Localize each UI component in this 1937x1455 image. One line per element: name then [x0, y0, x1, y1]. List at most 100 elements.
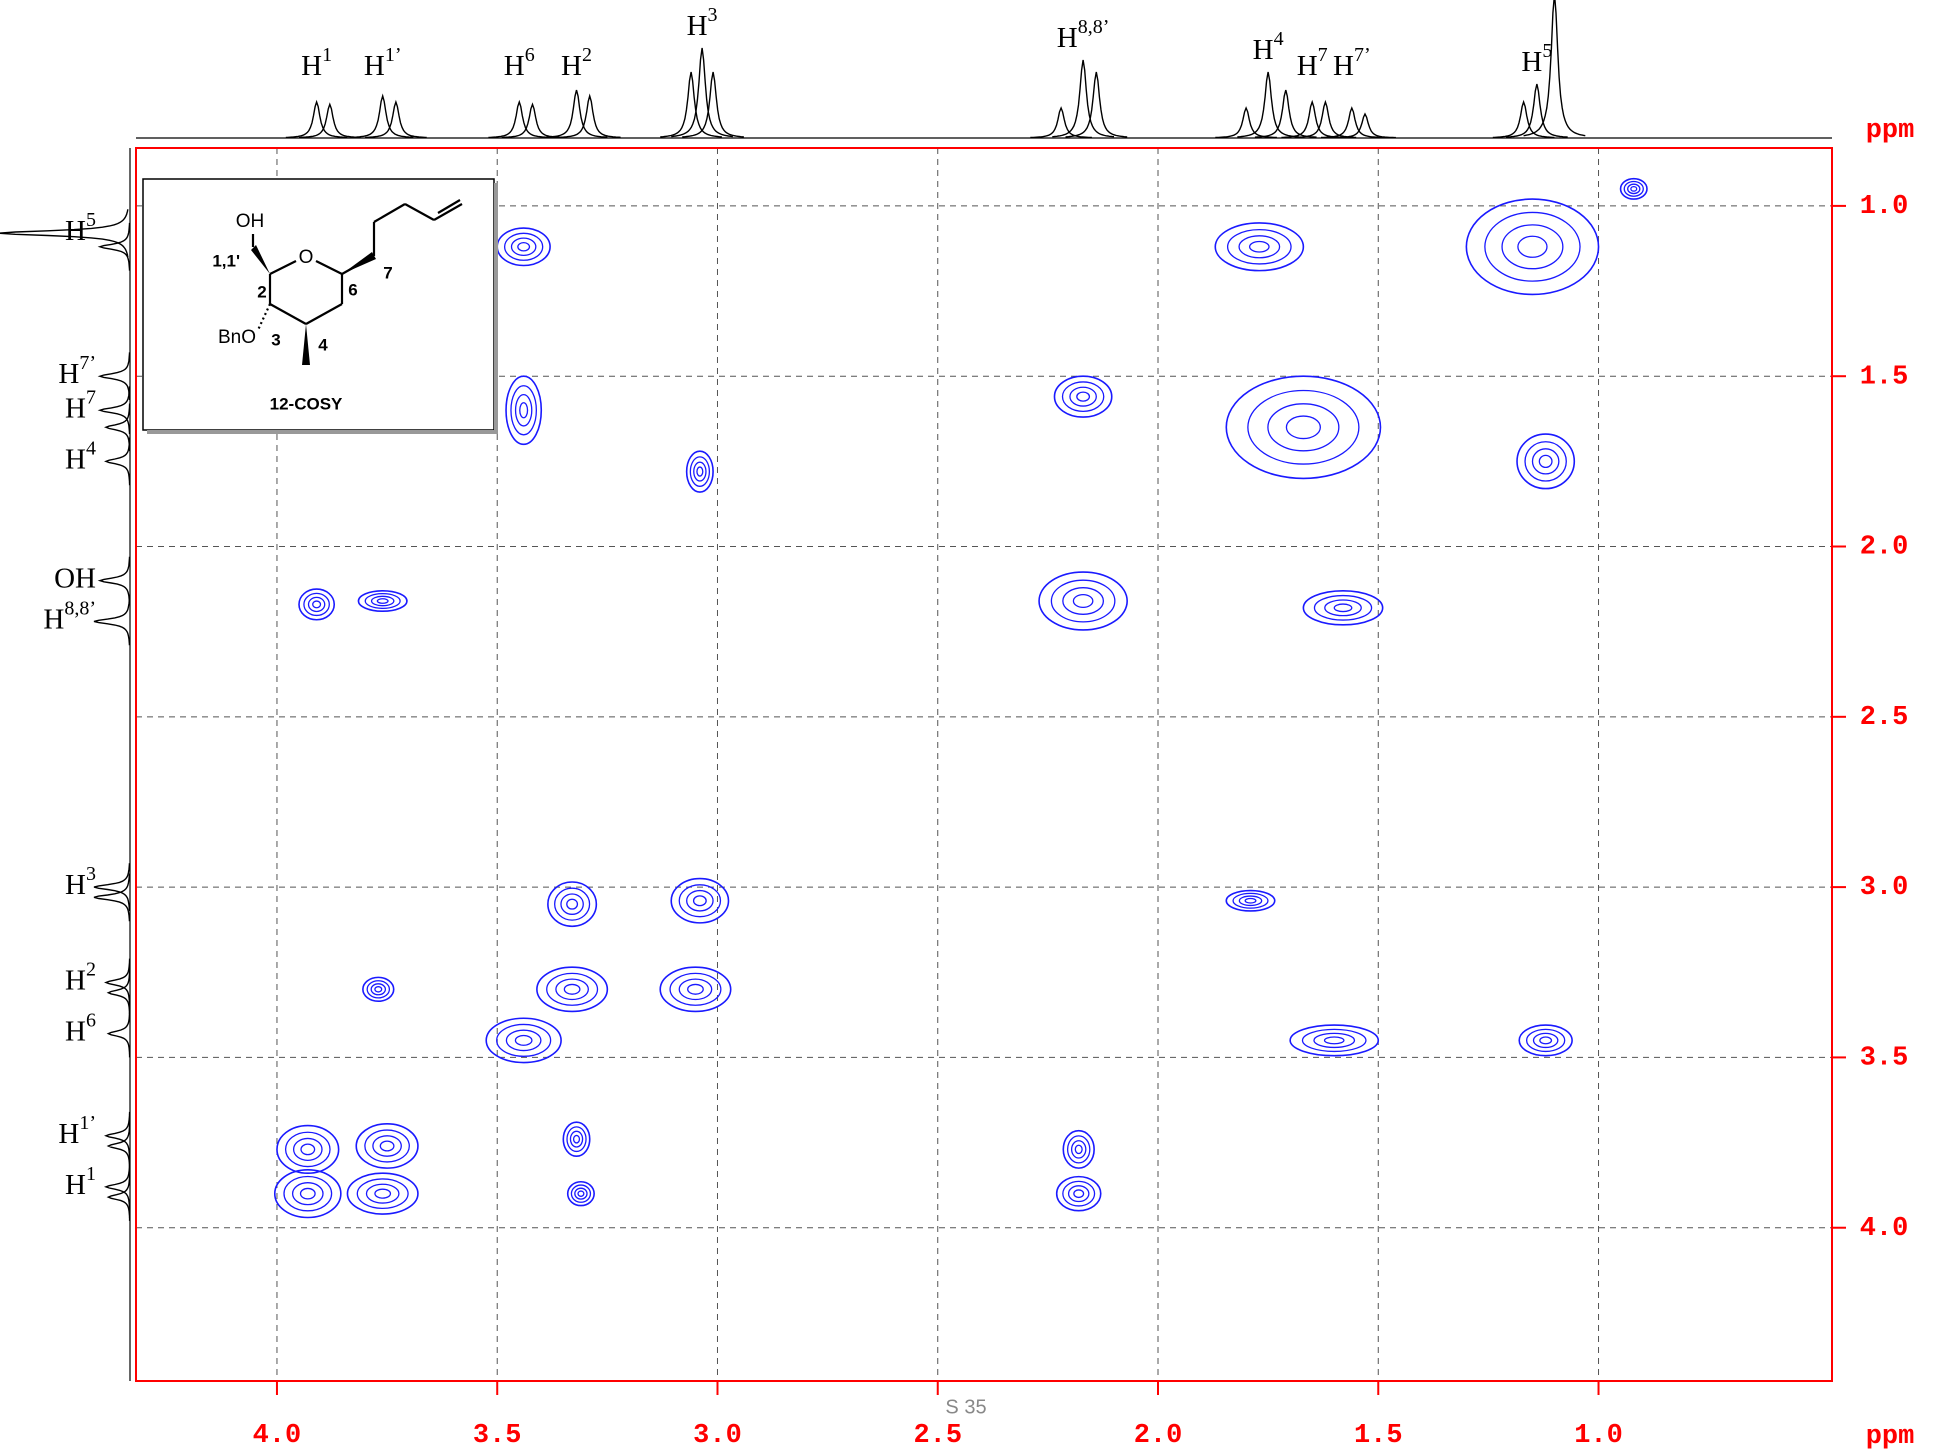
label-base: H — [65, 964, 86, 996]
atom-label: 2 — [257, 282, 266, 301]
contour-level — [1623, 180, 1644, 197]
x-tick-label: 1.0 — [1574, 1421, 1623, 1451]
projection-peak — [1321, 106, 1383, 139]
label-superscript: 7 — [86, 386, 96, 408]
label-base: H — [65, 443, 86, 475]
contour-level — [1062, 587, 1105, 615]
projection-peak — [103, 1163, 131, 1211]
cross-peak — [547, 881, 598, 928]
peak-label: H3 — [65, 863, 96, 901]
contour-level — [1226, 228, 1292, 265]
label-superscript: 2 — [582, 44, 592, 66]
contour-level — [572, 1134, 581, 1144]
contour-level — [678, 978, 713, 1001]
cross-peak — [1619, 177, 1648, 200]
wedge-bond — [342, 252, 376, 274]
x-tick-label: 4.0 — [253, 1421, 302, 1451]
label-superscript: 4 — [1274, 28, 1284, 50]
cross-peak — [536, 966, 609, 1013]
contour-level — [560, 893, 584, 915]
contour-level — [307, 596, 326, 613]
y-tick-label: 3.5 — [1860, 1044, 1909, 1074]
peak-label: H2 — [561, 44, 592, 82]
contour-level — [517, 242, 531, 252]
label-superscript: 6 — [525, 44, 535, 66]
contour-level — [1073, 1189, 1085, 1199]
x-tick-label: 1.5 — [1354, 1421, 1403, 1451]
label-base: H — [1333, 50, 1354, 82]
inset-box — [142, 178, 495, 431]
inset-shadow — [494, 183, 498, 434]
atom-label: 6 — [348, 280, 357, 299]
contour-level — [678, 884, 722, 918]
label-base: H — [561, 50, 582, 82]
projection-peak — [660, 71, 722, 138]
contour-level — [283, 1175, 333, 1212]
label-superscript: 7’ — [79, 352, 96, 374]
contour-level — [284, 1131, 331, 1168]
peak-label: H7 — [1297, 44, 1328, 82]
y-axis-label: ppm — [1866, 116, 1915, 146]
contour-level — [1539, 1036, 1553, 1045]
atom-label: BnO — [218, 327, 256, 348]
label-base: H — [1297, 50, 1318, 82]
peak-label: H1 — [65, 1162, 96, 1200]
cross-peak — [362, 976, 395, 1003]
contour-level — [555, 978, 589, 1001]
label-base: H — [1057, 22, 1078, 54]
projection-peak — [104, 403, 131, 452]
label-superscript: 5 — [86, 209, 96, 231]
projection-peak — [1215, 106, 1277, 139]
contour-level — [496, 1023, 552, 1057]
projection-peak — [93, 873, 131, 922]
label-superscript: 7 — [1318, 44, 1328, 66]
contour-level — [686, 889, 714, 912]
cross-peak — [1225, 889, 1276, 912]
projection-peak — [1505, 83, 1568, 138]
cross-peak — [1053, 375, 1113, 418]
inset-shadow — [147, 430, 498, 434]
contour-level — [312, 600, 322, 609]
projection-peak — [97, 222, 131, 271]
projection-peak — [104, 1111, 131, 1160]
peak-label: H6 — [65, 1009, 96, 1047]
cross-peak — [276, 1124, 340, 1175]
y-tick-label: 4.0 — [1860, 1214, 1909, 1244]
label-base: H — [504, 50, 525, 82]
label-base: H — [687, 10, 708, 42]
contour-level — [1238, 235, 1281, 259]
contour-level — [1285, 415, 1321, 440]
cross-peak — [273, 1169, 342, 1219]
contour-level — [563, 983, 581, 995]
label-superscript: 8,8’ — [1078, 16, 1110, 38]
x-tick-label: 2.5 — [913, 1421, 962, 1451]
cross-peak — [1302, 589, 1384, 626]
contour-level — [370, 983, 387, 996]
peak-label: H7’ — [1333, 44, 1371, 82]
contour-level — [374, 1188, 392, 1199]
contour-level — [1532, 1032, 1559, 1049]
label-superscript: 1 — [86, 1162, 96, 1184]
atom-label: 1,1' — [212, 251, 240, 270]
contour-level — [1066, 1135, 1091, 1164]
contour-level — [1069, 386, 1097, 407]
contour-level — [1484, 211, 1581, 282]
label-superscript: 3 — [708, 4, 718, 26]
projection-peak — [1052, 59, 1115, 138]
cross-peak — [670, 877, 730, 924]
contour-level — [687, 983, 704, 995]
cross-peak — [1062, 1129, 1095, 1169]
peak-label: H8,8’ — [1057, 16, 1110, 54]
cross-peak — [1518, 1024, 1573, 1057]
contour-level — [299, 1187, 316, 1200]
contour-level — [1061, 381, 1105, 413]
contour-level — [1313, 594, 1373, 621]
contour-level — [364, 1129, 410, 1163]
contour-level — [1501, 224, 1564, 270]
wedge-bond — [251, 245, 270, 274]
contour-level — [692, 895, 707, 907]
x-tick-label: 2.0 — [1134, 1421, 1183, 1451]
plot-frame — [135, 147, 1833, 1382]
inset-title: 12-COSY — [270, 394, 343, 413]
